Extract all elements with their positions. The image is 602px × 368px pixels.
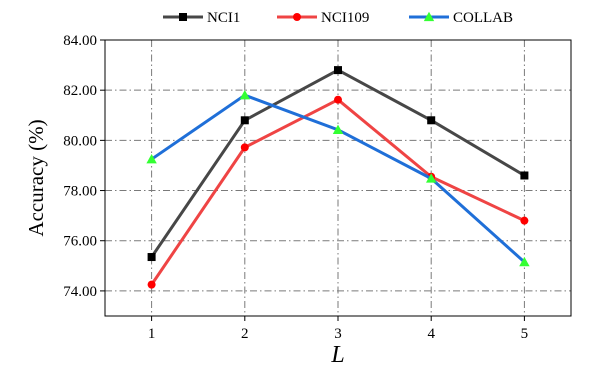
x-tick-label: 2 [241, 326, 249, 342]
y-tick-label: 84.00 [63, 33, 97, 49]
x-tick-label: 3 [334, 326, 342, 342]
y-tick-label: 78.00 [63, 184, 97, 200]
legend-label-collab: COLLAB [453, 10, 513, 26]
data-point-collab [332, 124, 344, 134]
data-point-collab [239, 90, 250, 100]
x-axis: 1 2 3 4 5 [148, 316, 528, 342]
legend-item-nci109: NCI109 [277, 10, 369, 26]
series-collab [146, 90, 530, 267]
data-point-nci109 [520, 216, 529, 225]
y-tick-label: 80.00 [63, 133, 97, 149]
data-point-collab [146, 153, 157, 164]
legend-label-nci109: NCI109 [321, 10, 369, 26]
legend-label-nci1: NCI1 [207, 10, 240, 26]
x-tick-label: 1 [148, 326, 156, 342]
grid-lines [105, 39, 571, 316]
y-axis-label: Accuracy (%) [24, 119, 48, 236]
legend-marker-collab [423, 11, 435, 22]
legend-item-collab: COLLAB [409, 10, 513, 26]
data-point-nci1 [520, 171, 529, 180]
x-axis-label: L [330, 342, 344, 368]
data-point-collab [519, 256, 530, 267]
y-tick-label: 74.00 [63, 284, 97, 300]
data-point-nci1 [147, 253, 156, 262]
data-point-nci1 [427, 116, 436, 125]
y-tick-label: 76.00 [63, 234, 97, 250]
x-tick-label: 5 [521, 326, 529, 342]
data-point-nci109 [147, 280, 156, 289]
data-point-nci1 [240, 116, 249, 125]
series-layer [146, 66, 530, 289]
series-nci1 [147, 66, 529, 262]
data-point-nci109 [240, 143, 249, 152]
legend-item-nci1: NCI1 [163, 10, 240, 26]
y-axis: 74.00 76.00 78.00 80.00 82.00 84.00 [63, 33, 105, 300]
data-point-nci109 [334, 95, 342, 104]
series-line-collab [150, 93, 526, 264]
data-point-collab [426, 173, 437, 183]
legend: NCI1 NCI109 COLLAB [163, 10, 513, 26]
legend-marker-nci109 [293, 13, 301, 21]
data-point-nci1 [334, 66, 342, 75]
legend-marker-nci1 [179, 13, 187, 21]
y-tick-label: 82.00 [63, 83, 97, 99]
x-tick-label: 4 [427, 326, 435, 342]
